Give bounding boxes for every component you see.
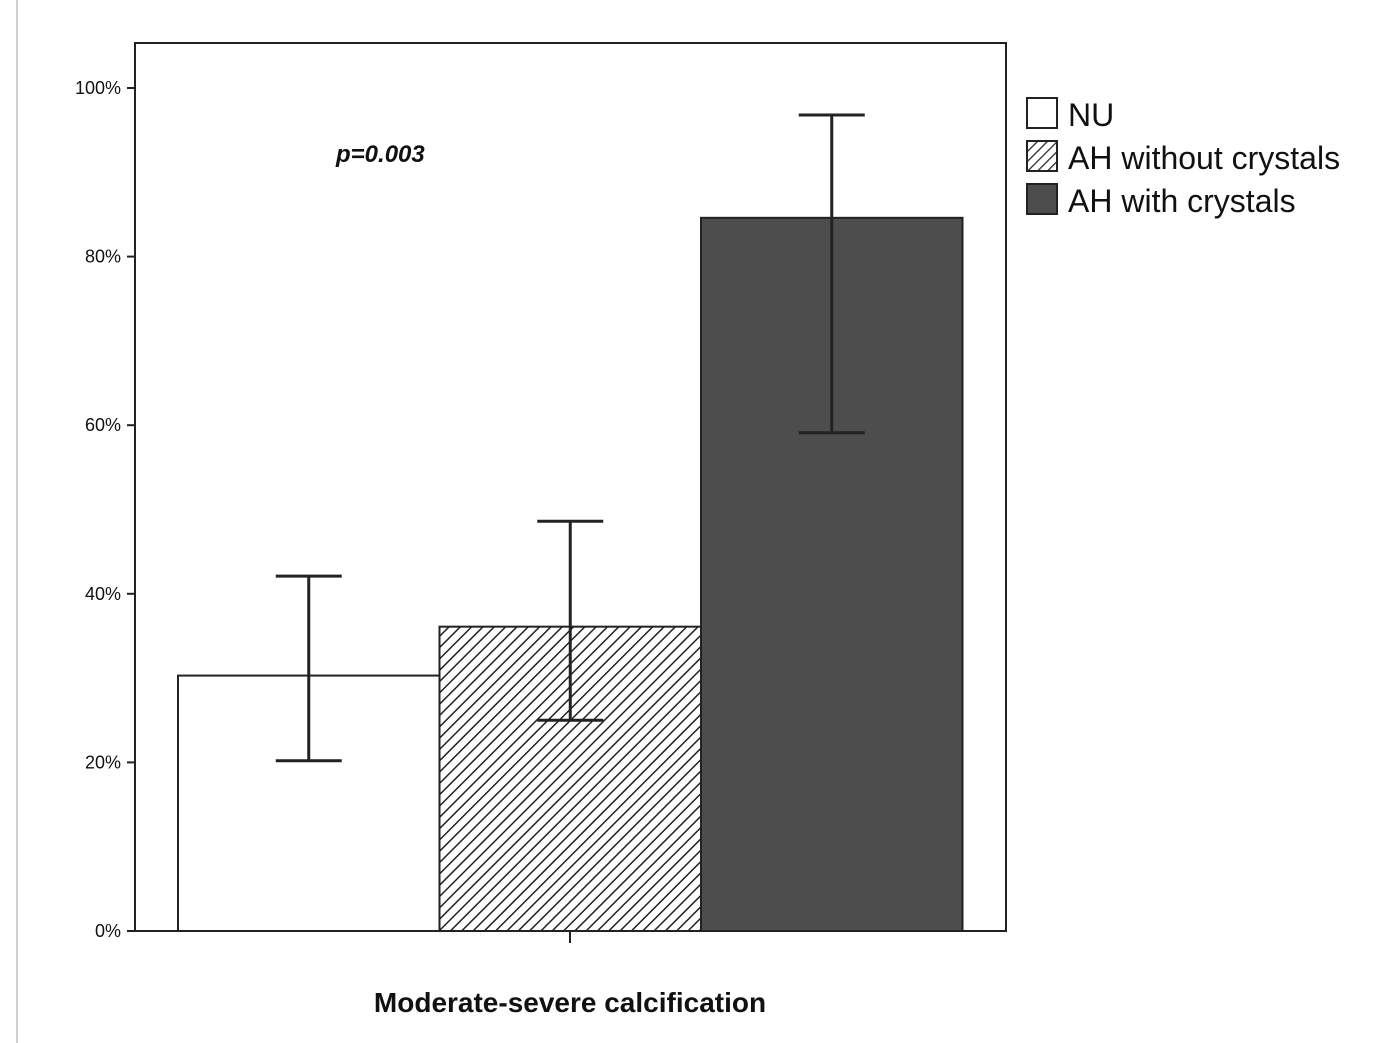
- legend-label: NU: [1068, 97, 1114, 133]
- y-axis: 0% 20% 40% 60% 80% 100%: [75, 78, 135, 941]
- y-tick-label: 0%: [95, 921, 121, 941]
- y-tick-label: 100%: [75, 78, 121, 98]
- legend-swatch: [1026, 183, 1058, 215]
- y-tick-label: 60%: [85, 415, 121, 435]
- y-tick-label: 80%: [85, 247, 121, 267]
- error-bars-group: [275, 113, 865, 763]
- legend-label: AH without crystals: [1068, 140, 1340, 176]
- p-value-annotation: p=0.003: [335, 141, 425, 168]
- legend-swatch: [1026, 97, 1058, 129]
- x-axis-label: Moderate-severe calcification: [374, 987, 766, 1018]
- y-tick-label: 40%: [85, 584, 121, 604]
- y-tick-label: 20%: [85, 752, 121, 772]
- legend: NU AH without crystals AH with crystals: [1026, 97, 1340, 219]
- legend-label: AH with crystals: [1068, 183, 1296, 219]
- legend-swatch: [1026, 140, 1058, 172]
